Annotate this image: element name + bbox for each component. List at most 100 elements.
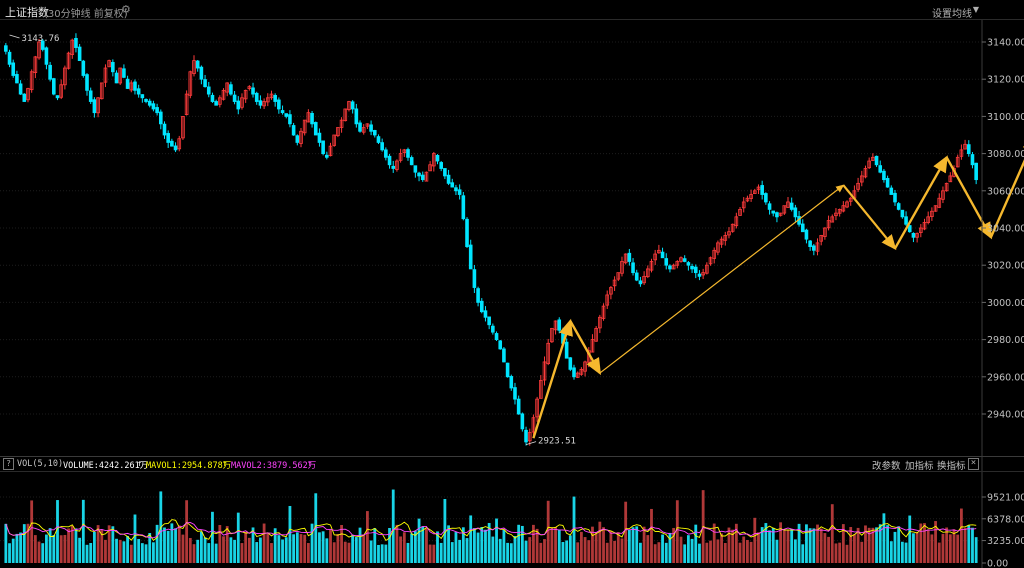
volume-tick-label: 6378.00	[987, 514, 1024, 525]
volume-bar	[653, 544, 657, 563]
volume-bar	[624, 501, 628, 563]
volume-bar	[129, 544, 133, 563]
candle-body	[147, 100, 152, 106]
candle-body	[804, 229, 809, 240]
volume-bar	[539, 542, 543, 563]
candle-body	[719, 238, 724, 245]
candle-body	[483, 310, 488, 318]
low-price-label: 2923.51	[538, 437, 576, 447]
candle-body	[336, 127, 340, 137]
volume-bar	[705, 542, 709, 563]
volume-bar	[351, 534, 355, 563]
price-tick-label: 2940.00	[987, 410, 1024, 421]
volume-bar	[602, 527, 605, 563]
candle-body	[734, 216, 739, 227]
candle-body	[690, 266, 694, 270]
volume-bar	[284, 537, 288, 563]
volume-bar	[100, 529, 104, 563]
volume-grid	[0, 496, 982, 542]
volume-bar	[550, 527, 554, 563]
volume-bar	[388, 527, 391, 563]
volume-bar	[679, 536, 683, 563]
caret-down-icon[interactable]: ▼	[972, 5, 979, 14]
candle-body	[218, 97, 222, 105]
candle-body	[280, 110, 285, 114]
candle-body	[837, 208, 842, 214]
help-icon[interactable]: ?	[3, 458, 14, 470]
candle-body	[214, 101, 218, 106]
volume-bar	[716, 539, 720, 563]
candle-body	[867, 160, 871, 169]
volume-bar	[111, 526, 115, 563]
price-tick-label: 3100.00	[987, 112, 1024, 123]
change-params-button[interactable]: 改参数	[872, 461, 901, 472]
candle-body	[413, 165, 418, 173]
candle-body	[664, 258, 669, 266]
volume-bar	[358, 527, 362, 563]
candle-body	[775, 212, 779, 218]
candle-body	[557, 319, 562, 331]
price-axis: 3140.00 3120.00 3100.00 3080.00 3060.00 3040.…	[981, 20, 1024, 568]
volume-bar	[177, 525, 181, 563]
volume-bar	[343, 541, 347, 563]
candle-body	[29, 71, 34, 91]
candle-body	[122, 68, 126, 78]
volume-bar	[532, 524, 535, 563]
switch-indicator-button[interactable]: 换指标	[937, 461, 966, 472]
candle-body	[716, 242, 720, 253]
candle-body	[136, 88, 141, 95]
volume-bar	[373, 528, 377, 563]
volume-bar	[487, 522, 491, 563]
volume-bar	[476, 532, 480, 563]
candle-body	[424, 171, 429, 182]
candle-body	[682, 258, 687, 262]
candle-body	[380, 142, 384, 151]
candle-body	[679, 257, 683, 262]
candle-body	[845, 201, 849, 208]
volume-bar	[92, 531, 96, 563]
trend-arrow	[893, 155, 948, 250]
volume-bar	[635, 526, 639, 563]
candle-body	[195, 60, 200, 69]
candle-body	[819, 235, 824, 242]
up-arrow-icon: ↑	[222, 459, 228, 469]
volume-bar	[974, 537, 978, 563]
candle-body	[834, 212, 838, 217]
candle-body	[44, 47, 49, 65]
candle-body	[712, 249, 717, 259]
mavol1-value: MAVOL1:2954.878万	[146, 461, 232, 471]
volume-bar	[402, 532, 406, 563]
candle-body	[634, 272, 639, 281]
candle-body	[760, 185, 764, 195]
candle-body	[358, 122, 362, 132]
candle-body	[188, 71, 193, 96]
candle-body	[406, 149, 410, 158]
candle-body	[457, 189, 462, 195]
candle-body	[782, 205, 787, 214]
volume-bar	[22, 524, 26, 563]
price-tick-label: 3000.00	[987, 298, 1024, 309]
add-indicator-button[interactable]: 加指标	[905, 461, 934, 472]
volume-bar	[915, 531, 919, 563]
mavol2-line	[5, 522, 977, 539]
close-icon[interactable]: ×	[968, 458, 979, 470]
candle-body	[133, 81, 137, 91]
candle-body	[856, 182, 860, 190]
price-tick-label: 3060.00	[987, 186, 1024, 197]
volume-bar	[557, 529, 561, 563]
set-ma-button[interactable]: 设置均线	[932, 9, 972, 20]
candle-body	[841, 205, 846, 212]
volume-bar	[196, 539, 200, 563]
candle-body	[325, 154, 329, 158]
candle-body	[915, 233, 919, 238]
volume-bar	[329, 529, 332, 563]
gear-icon[interactable]: ⚙	[121, 3, 131, 16]
volume-bar	[318, 532, 321, 563]
candle-body	[262, 101, 266, 107]
volume-bar	[484, 529, 487, 563]
volume-bar	[867, 527, 871, 563]
volume-bar	[354, 537, 358, 563]
volume-bar	[543, 539, 546, 563]
candle-body	[590, 339, 595, 353]
